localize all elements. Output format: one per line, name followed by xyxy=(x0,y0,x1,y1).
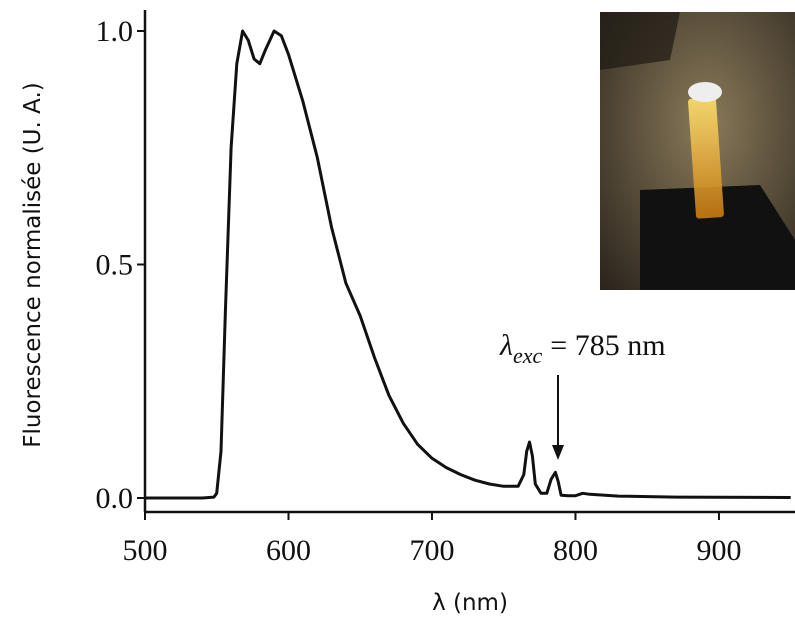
annotation-symbol: λ xyxy=(499,329,513,362)
y-tick-label: 0.5 xyxy=(96,249,134,282)
y-axis-label: Fluorescence normalisée (U. A.) xyxy=(20,82,46,447)
annotation-subscript: exc xyxy=(513,343,543,368)
inset-photo xyxy=(600,12,795,290)
x-tick-label: 900 xyxy=(696,534,741,567)
x-axis-label: λ (nm) xyxy=(432,590,508,616)
x-tick-label: 600 xyxy=(266,534,311,567)
spectrum-line xyxy=(145,29,791,500)
annotation: λexc = 785 nm xyxy=(499,329,666,368)
y-tick-label: 0.0 xyxy=(96,482,134,515)
x-tick-label: 800 xyxy=(553,534,598,567)
x-tick-label: 700 xyxy=(409,534,454,567)
y-tick-label: 1.0 xyxy=(96,15,134,48)
x-tick-label: 500 xyxy=(123,534,168,567)
annotation-arrow xyxy=(552,375,564,460)
annotation-text: = 785 nm xyxy=(550,329,665,362)
